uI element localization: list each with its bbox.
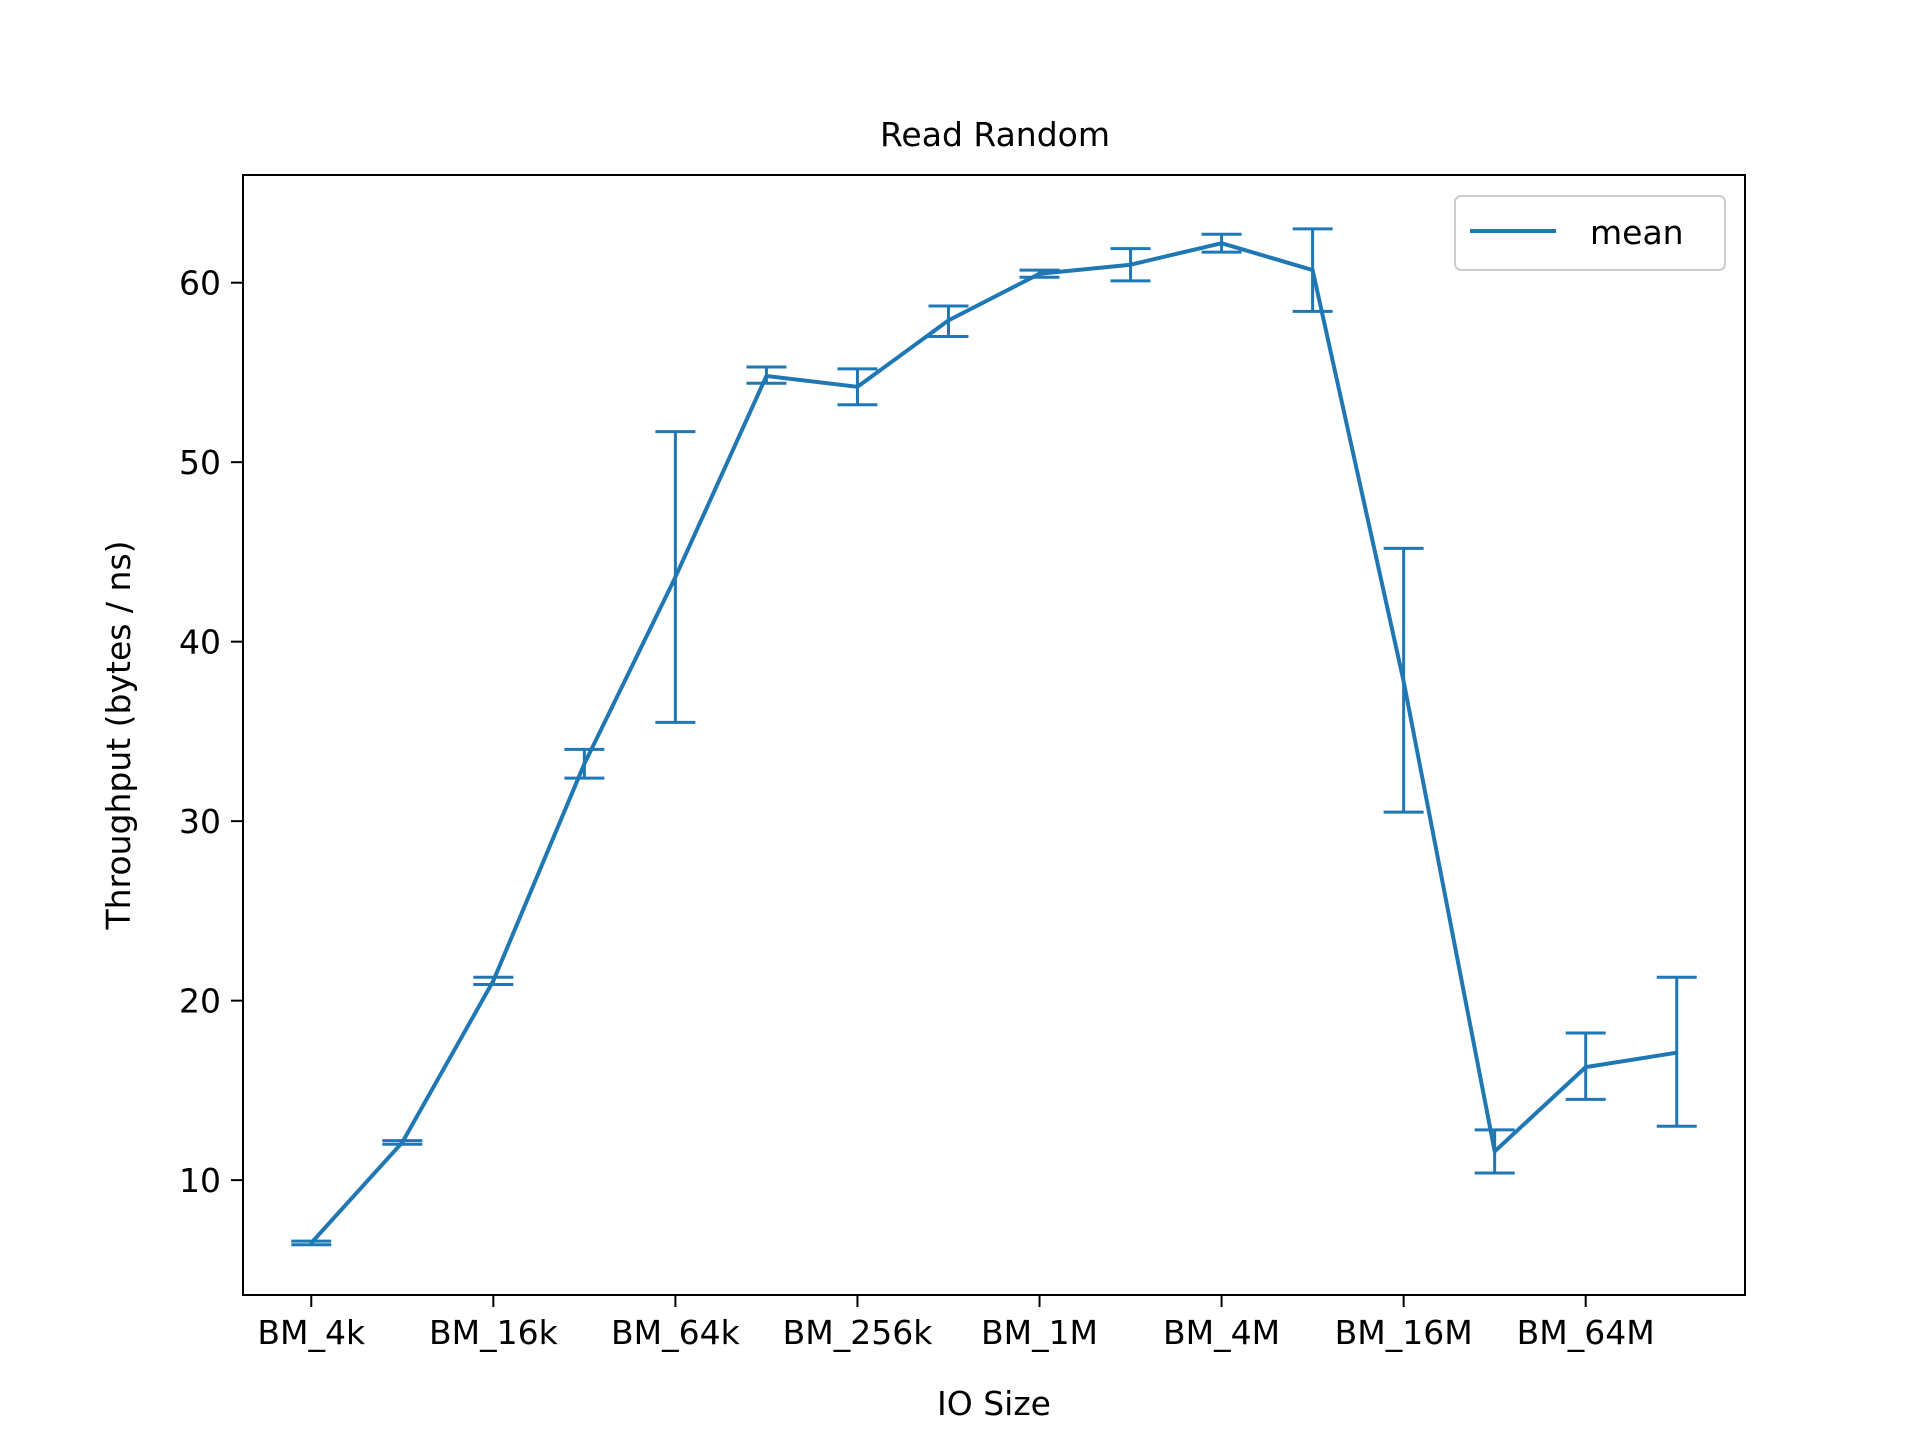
data-point-4 <box>673 575 677 579</box>
data-point-5 <box>764 374 768 378</box>
legend-label-mean: mean <box>1590 213 1684 252</box>
data-point-8 <box>1038 272 1042 276</box>
data-point-1 <box>400 1140 404 1144</box>
data-point-9 <box>1129 263 1133 267</box>
data-point-14 <box>1584 1065 1588 1069</box>
data-point-10 <box>1220 241 1224 245</box>
y-tick-label-0: 10 <box>179 1161 221 1200</box>
y-tick-label-4: 50 <box>179 443 221 482</box>
x-tick-label-2: BM_64k <box>611 1313 741 1352</box>
data-point-7 <box>946 318 950 322</box>
x-tick-label-0: BM_4k <box>257 1313 366 1352</box>
legend-box <box>1454 195 1726 271</box>
data-point-11 <box>1311 268 1315 272</box>
x-tick-label-4: BM_1M <box>981 1313 1098 1352</box>
data-point-6 <box>855 385 859 389</box>
data-point-12 <box>1402 679 1406 683</box>
series-line-mean <box>309 241 1678 1245</box>
x-tick-label-7: BM_64M <box>1517 1313 1655 1352</box>
data-point-0 <box>309 1241 313 1245</box>
y-tick-label-5: 60 <box>179 264 221 303</box>
data-point-2 <box>491 979 495 983</box>
x-axis-label: IO Size <box>937 1384 1051 1423</box>
x-tick-label-3: BM_256k <box>783 1313 934 1352</box>
y-axis: 10 20 30 40 50 60 <box>179 264 243 1200</box>
legend: mean <box>1454 195 1726 271</box>
y-tick-label-2: 30 <box>179 802 221 841</box>
y-tick-label-1: 20 <box>179 982 221 1021</box>
y-tick-label-3: 40 <box>179 623 221 662</box>
data-point-15 <box>1675 1051 1679 1055</box>
x-axis: BM_4k BM_16k BM_64k BM_256k BM_1M BM_4M BM_16M… <box>257 1295 1655 1352</box>
x-tick-label-5: BM_4M <box>1163 1313 1280 1352</box>
x-tick-label-6: BM_16M <box>1335 1313 1473 1352</box>
data-point-13 <box>1493 1149 1497 1153</box>
y-axis-label: Throughput (bytes / ns) <box>99 540 138 930</box>
plot-area <box>291 227 1697 1247</box>
axes-frame <box>242 174 1746 1296</box>
chart-title: Read Random <box>880 115 1110 154</box>
data-point-3 <box>582 762 586 766</box>
x-tick-label-1: BM_16k <box>429 1313 559 1352</box>
